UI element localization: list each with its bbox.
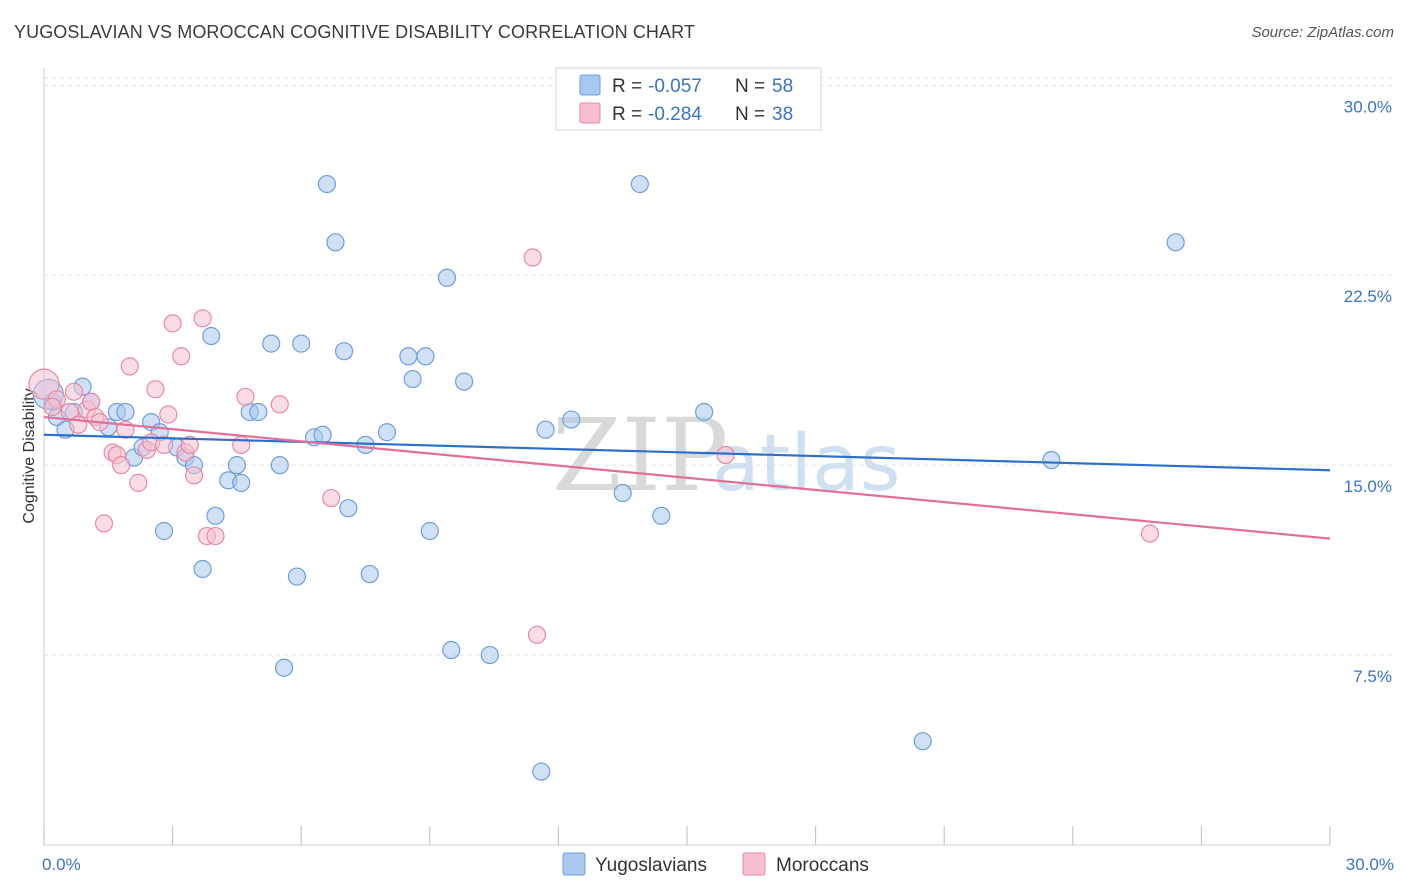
yugoslavians-trend-line <box>43 433 1331 472</box>
yugoslavians-point-17 <box>193 559 212 579</box>
series-legend: Yugoslavians Moroccans <box>562 852 869 876</box>
yugoslavians-point-28 <box>287 567 307 586</box>
moroccans-trend-line <box>43 415 1331 540</box>
yugoslavians-point-26 <box>270 456 289 475</box>
y-axis-label: Cognitive Disability <box>21 388 38 523</box>
y-tick-label-1: 15.0% <box>1344 477 1392 496</box>
yugoslavians-point-56 <box>1166 233 1185 252</box>
moroccans-point-35 <box>1140 524 1160 543</box>
moroccans-point-8 <box>94 514 114 533</box>
moroccans-point-18 <box>154 435 174 455</box>
moroccans-point-29 <box>236 387 255 406</box>
yugoslavians-point-27 <box>274 658 294 677</box>
yugoslavians-point-24 <box>249 402 268 422</box>
yugoslavians-point-25 <box>262 334 281 353</box>
x-tick-label-1: 30.0% <box>1346 855 1394 874</box>
yugoslavians-point-38 <box>377 423 397 442</box>
yugoslavians-point-46 <box>480 645 499 665</box>
moroccans-point-6 <box>82 392 101 411</box>
yugoslavians-point-40 <box>403 369 422 389</box>
bottom-legend-yugoslavians: Yugoslavians <box>595 855 707 876</box>
yugoslavians-point-35 <box>339 499 358 518</box>
gridlines <box>44 77 1392 656</box>
yugoslavians-point-37 <box>360 564 379 584</box>
yugoslavians-point-39 <box>399 347 418 366</box>
yugoslavians-point-51 <box>630 174 649 194</box>
yugoslavians-point-47 <box>532 762 551 781</box>
bottom-legend-swatch-moroccans <box>742 852 766 876</box>
y-tick-label-2: 22.5% <box>1344 287 1392 306</box>
yugoslavians-point-42 <box>420 521 439 541</box>
moroccans-point-32 <box>523 248 542 267</box>
moroccans-point-14 <box>129 473 148 492</box>
yugoslavians-point-8 <box>116 402 135 422</box>
legend-r-label-yugoslavians: R = <box>612 76 642 97</box>
yugoslavians-point-33 <box>326 233 345 252</box>
moroccans-point-21 <box>172 347 191 366</box>
legend-n-value-yugoslavians: 58 <box>772 76 793 97</box>
bottom-legend-swatch-yugoslavians <box>562 852 586 876</box>
legend-r-value-moroccans: -0.284 <box>648 104 702 125</box>
yugoslavians-point-41 <box>416 347 435 366</box>
x-tick-labels: 0.0% 30.0% <box>42 855 1394 874</box>
moroccans-point-25 <box>193 309 212 328</box>
moroccans-point-17 <box>146 380 165 399</box>
yugoslavians-point-34 <box>334 342 354 361</box>
yugoslavians-point-13 <box>154 521 174 541</box>
y-tick-label-3: 30.0% <box>1344 97 1392 116</box>
yugoslavians-point-22 <box>232 473 251 492</box>
yugoslavians-point-50 <box>613 483 632 503</box>
legend-r-label-moroccans: R = <box>612 104 642 125</box>
yugoslavians-point-45 <box>454 372 474 391</box>
yugoslavians-point-29 <box>292 334 311 353</box>
moroccans-point-13 <box>120 357 139 376</box>
chart-source: Source: ZipAtlas.com <box>1251 24 1394 41</box>
trend-lines <box>43 415 1331 540</box>
moroccans-point-24 <box>184 466 204 485</box>
moroccans-point-34 <box>716 445 735 465</box>
yugoslavians-point-53 <box>695 402 714 422</box>
legend-r-value-yugoslavians: -0.057 <box>648 76 702 97</box>
moroccans-point-20 <box>163 314 182 333</box>
yugoslavians-point-31 <box>313 425 332 444</box>
y-tick-label-0: 7.5% <box>1353 667 1392 686</box>
yugoslavians-point-43 <box>437 268 457 287</box>
axes <box>43 68 1331 846</box>
moroccans-point-3 <box>64 382 84 401</box>
bottom-legend-moroccans: Moroccans <box>776 855 869 876</box>
chart-title: YUGOSLAVIAN VS MOROCCAN COGNITIVE DISABI… <box>14 22 695 42</box>
yugoslavians-point-19 <box>206 506 225 525</box>
yugoslavians-point-32 <box>317 174 337 194</box>
moroccans-point-23 <box>180 435 199 455</box>
legend-n-label-moroccans: N = <box>735 104 765 125</box>
moroccans-points <box>28 248 1160 644</box>
moroccans-point-36 <box>43 397 62 417</box>
yugoslavians-point-52 <box>652 506 671 525</box>
legend-n-label-yugoslavians: N = <box>735 76 765 97</box>
yugoslavians-point-21 <box>227 456 246 475</box>
yugoslavians-point-49 <box>562 410 581 429</box>
moroccans-point-11 <box>112 456 131 475</box>
yugoslavians-point-55 <box>1042 450 1061 470</box>
moroccans-point-30 <box>270 395 289 414</box>
legend-n-value-moroccans: 38 <box>772 104 793 125</box>
moroccans-point-31 <box>322 488 341 508</box>
x-tick-label-0: 0.0% <box>42 855 81 874</box>
yugoslavians-point-48 <box>536 420 555 439</box>
legend-swatch-yugoslavians <box>579 74 601 96</box>
moroccans-point-27 <box>206 526 225 546</box>
legend-swatch-moroccans <box>579 102 601 124</box>
moroccans-point-0 <box>28 368 60 400</box>
yugoslavians-point-36 <box>356 435 375 455</box>
moroccans-point-33 <box>527 625 547 644</box>
moroccans-point-19 <box>159 405 178 424</box>
y-tick-labels: 7.5% 15.0% 22.5% 30.0% <box>1344 97 1392 686</box>
correlation-legend: R = -0.057 N = 58 R = -0.284 N = 38 <box>555 67 822 131</box>
yugoslavians-point-44 <box>442 640 461 660</box>
yugoslavians-point-18 <box>202 326 221 346</box>
yugoslavians-point-54 <box>913 732 932 751</box>
